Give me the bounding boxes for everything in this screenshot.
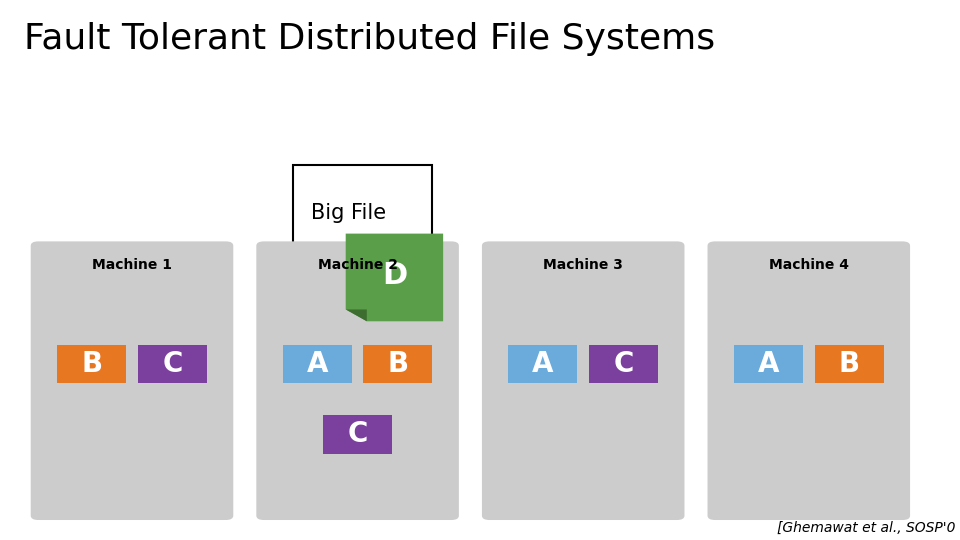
Text: A: A xyxy=(757,350,780,378)
Text: [Ghemawat et al., SOSP'0: [Ghemawat et al., SOSP'0 xyxy=(777,521,955,535)
FancyBboxPatch shape xyxy=(293,165,432,316)
FancyBboxPatch shape xyxy=(814,345,883,383)
Text: B: B xyxy=(387,350,409,378)
FancyBboxPatch shape xyxy=(283,345,352,383)
Text: Big File: Big File xyxy=(311,203,386,223)
Text: B: B xyxy=(81,350,103,378)
Text: Machine 3: Machine 3 xyxy=(543,258,623,272)
Text: C: C xyxy=(613,350,634,378)
Text: C: C xyxy=(348,420,368,448)
FancyBboxPatch shape xyxy=(256,241,459,520)
Text: Fault Tolerant Distributed File Systems: Fault Tolerant Distributed File Systems xyxy=(24,22,715,56)
Text: A: A xyxy=(306,350,328,378)
Text: B: B xyxy=(838,350,860,378)
Polygon shape xyxy=(346,309,367,321)
FancyBboxPatch shape xyxy=(31,241,233,520)
FancyBboxPatch shape xyxy=(323,415,393,454)
FancyBboxPatch shape xyxy=(482,241,684,520)
FancyBboxPatch shape xyxy=(588,345,658,383)
FancyBboxPatch shape xyxy=(509,345,577,383)
Text: A: A xyxy=(532,350,554,378)
FancyBboxPatch shape xyxy=(138,345,206,383)
Text: D: D xyxy=(382,261,407,290)
FancyBboxPatch shape xyxy=(364,345,433,383)
FancyBboxPatch shape xyxy=(733,345,803,383)
FancyBboxPatch shape xyxy=(708,241,910,520)
Text: Machine 4: Machine 4 xyxy=(769,258,849,272)
Text: Machine 2: Machine 2 xyxy=(318,258,397,272)
FancyBboxPatch shape xyxy=(58,345,127,383)
Text: Machine 1: Machine 1 xyxy=(92,258,172,272)
Text: C: C xyxy=(162,350,182,378)
Polygon shape xyxy=(346,234,444,321)
